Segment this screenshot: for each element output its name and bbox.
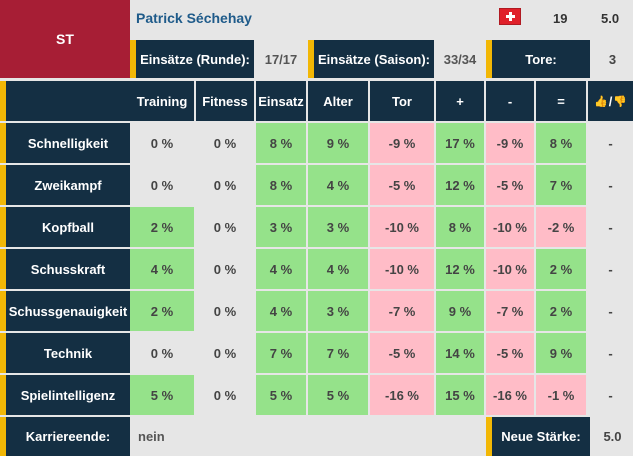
karriereende-label: Karriereende: (0, 417, 130, 456)
table-cell: -7 % (370, 291, 434, 331)
position-badge: ST (0, 0, 130, 78)
table-cell: 2 % (536, 291, 586, 331)
table-cell: 17 % (436, 123, 484, 163)
einsaetze-saison-value: 33/34 (443, 51, 477, 67)
karriereende-value: nein (138, 429, 165, 444)
row-label: Schussgenauigkeit (0, 291, 130, 331)
table-cell: -10 % (370, 249, 434, 289)
tore-label: Tore: (486, 40, 590, 78)
table-cell: 0 % (196, 375, 254, 415)
table-cell: 2 % (130, 207, 194, 247)
table-cell: 4 % (256, 249, 306, 289)
table-cell: -2 % (536, 207, 586, 247)
row-label: Schusskraft (0, 249, 130, 289)
table-cell: -5 % (370, 333, 434, 373)
table-cell: 0 % (196, 207, 254, 247)
table-cell: 0 % (196, 333, 254, 373)
column-header: - (486, 81, 534, 121)
rating-cell: - (608, 261, 613, 277)
table-cell: 12 % (436, 249, 484, 289)
table-cell: 3 % (256, 207, 306, 247)
table-cell: 2 % (130, 291, 194, 331)
table-cell: 9 % (436, 291, 484, 331)
table-cell: 5 % (130, 375, 194, 415)
table-cell: 0 % (130, 165, 194, 205)
table-cell: -9 % (370, 123, 434, 163)
table-cell: -16 % (370, 375, 434, 415)
table-cell: 4 % (256, 291, 306, 331)
table-cell: 4 % (308, 249, 368, 289)
table-cell: -10 % (486, 207, 534, 247)
column-header: Fitness (196, 81, 254, 121)
table-cell: 0 % (130, 123, 194, 163)
column-header: = (536, 81, 586, 121)
table-cell: 8 % (436, 207, 484, 247)
column-header: Training (130, 81, 194, 121)
table-cell: -10 % (486, 249, 534, 289)
table-cell: 9 % (536, 333, 586, 373)
table-cell: 2 % (536, 249, 586, 289)
table-cell: 7 % (308, 333, 368, 373)
table-cell: 0 % (196, 165, 254, 205)
neue-staerke-value: 5.0 (603, 429, 622, 444)
table-cell: -1 % (536, 375, 586, 415)
table-cell: 9 % (308, 123, 368, 163)
rating-cell: - (608, 177, 613, 193)
column-header: + (436, 81, 484, 121)
row-label: Schnelligkeit (0, 123, 130, 163)
thumbs-up-icon: 👍 (593, 95, 608, 108)
rating-separator: / (608, 93, 613, 109)
table-cell: 8 % (256, 165, 306, 205)
table-cell: -16 % (486, 375, 534, 415)
rating-header: 👍 / 👎 (588, 81, 633, 121)
table-cell: -5 % (486, 165, 534, 205)
table-cell: -5 % (370, 165, 434, 205)
rating-cell: - (608, 345, 613, 361)
thumbs-down-icon: 👎 (613, 95, 628, 108)
rating-cell: - (608, 135, 613, 151)
row-label: Spielintelligenz (0, 375, 130, 415)
row-label: Technik (0, 333, 130, 373)
column-header: Tor (370, 81, 434, 121)
table-cell: 12 % (436, 165, 484, 205)
table-cell: -10 % (370, 207, 434, 247)
table-cell: 15 % (436, 375, 484, 415)
table-cell: 8 % (536, 123, 586, 163)
table-cell: 0 % (196, 123, 254, 163)
table-cell: 8 % (256, 123, 306, 163)
table-cell: -9 % (486, 123, 534, 163)
table-cell: 5 % (308, 375, 368, 415)
table-cell: -7 % (486, 291, 534, 331)
rating-cell: - (608, 303, 613, 319)
table-cell: 7 % (536, 165, 586, 205)
neue-staerke-label: Neue Stärke: (486, 417, 590, 456)
row-label: Kopfball (0, 207, 130, 247)
rating-cell: - (608, 219, 613, 235)
column-header: Einsatz (256, 81, 306, 121)
table-cell: 14 % (436, 333, 484, 373)
table-cell: 3 % (308, 291, 368, 331)
table-cell: 3 % (308, 207, 368, 247)
einsaetze-runde-label: Einsätze (Runde): (130, 40, 254, 78)
table-cell: 5 % (256, 375, 306, 415)
einsaetze-saison-label: Einsätze (Saison): (308, 40, 434, 78)
switzerland-flag-icon (499, 8, 521, 25)
table-cell: 0 % (196, 249, 254, 289)
player-age: 19 (553, 11, 568, 26)
table-cell: 0 % (196, 291, 254, 331)
table-cell: 0 % (130, 333, 194, 373)
einsaetze-runde-value: 17/17 (264, 51, 298, 67)
table-cell: 4 % (130, 249, 194, 289)
column-header: Alter (308, 81, 368, 121)
table-cell: -5 % (486, 333, 534, 373)
player-name[interactable]: Patrick Séchehay (136, 10, 252, 26)
player-strength: 5.0 (601, 11, 620, 26)
table-cell: 4 % (308, 165, 368, 205)
table-corner (0, 81, 130, 121)
tore-value: 3 (608, 51, 617, 67)
row-label: Zweikampf (0, 165, 130, 205)
rating-cell: - (608, 387, 613, 403)
table-cell: 7 % (256, 333, 306, 373)
